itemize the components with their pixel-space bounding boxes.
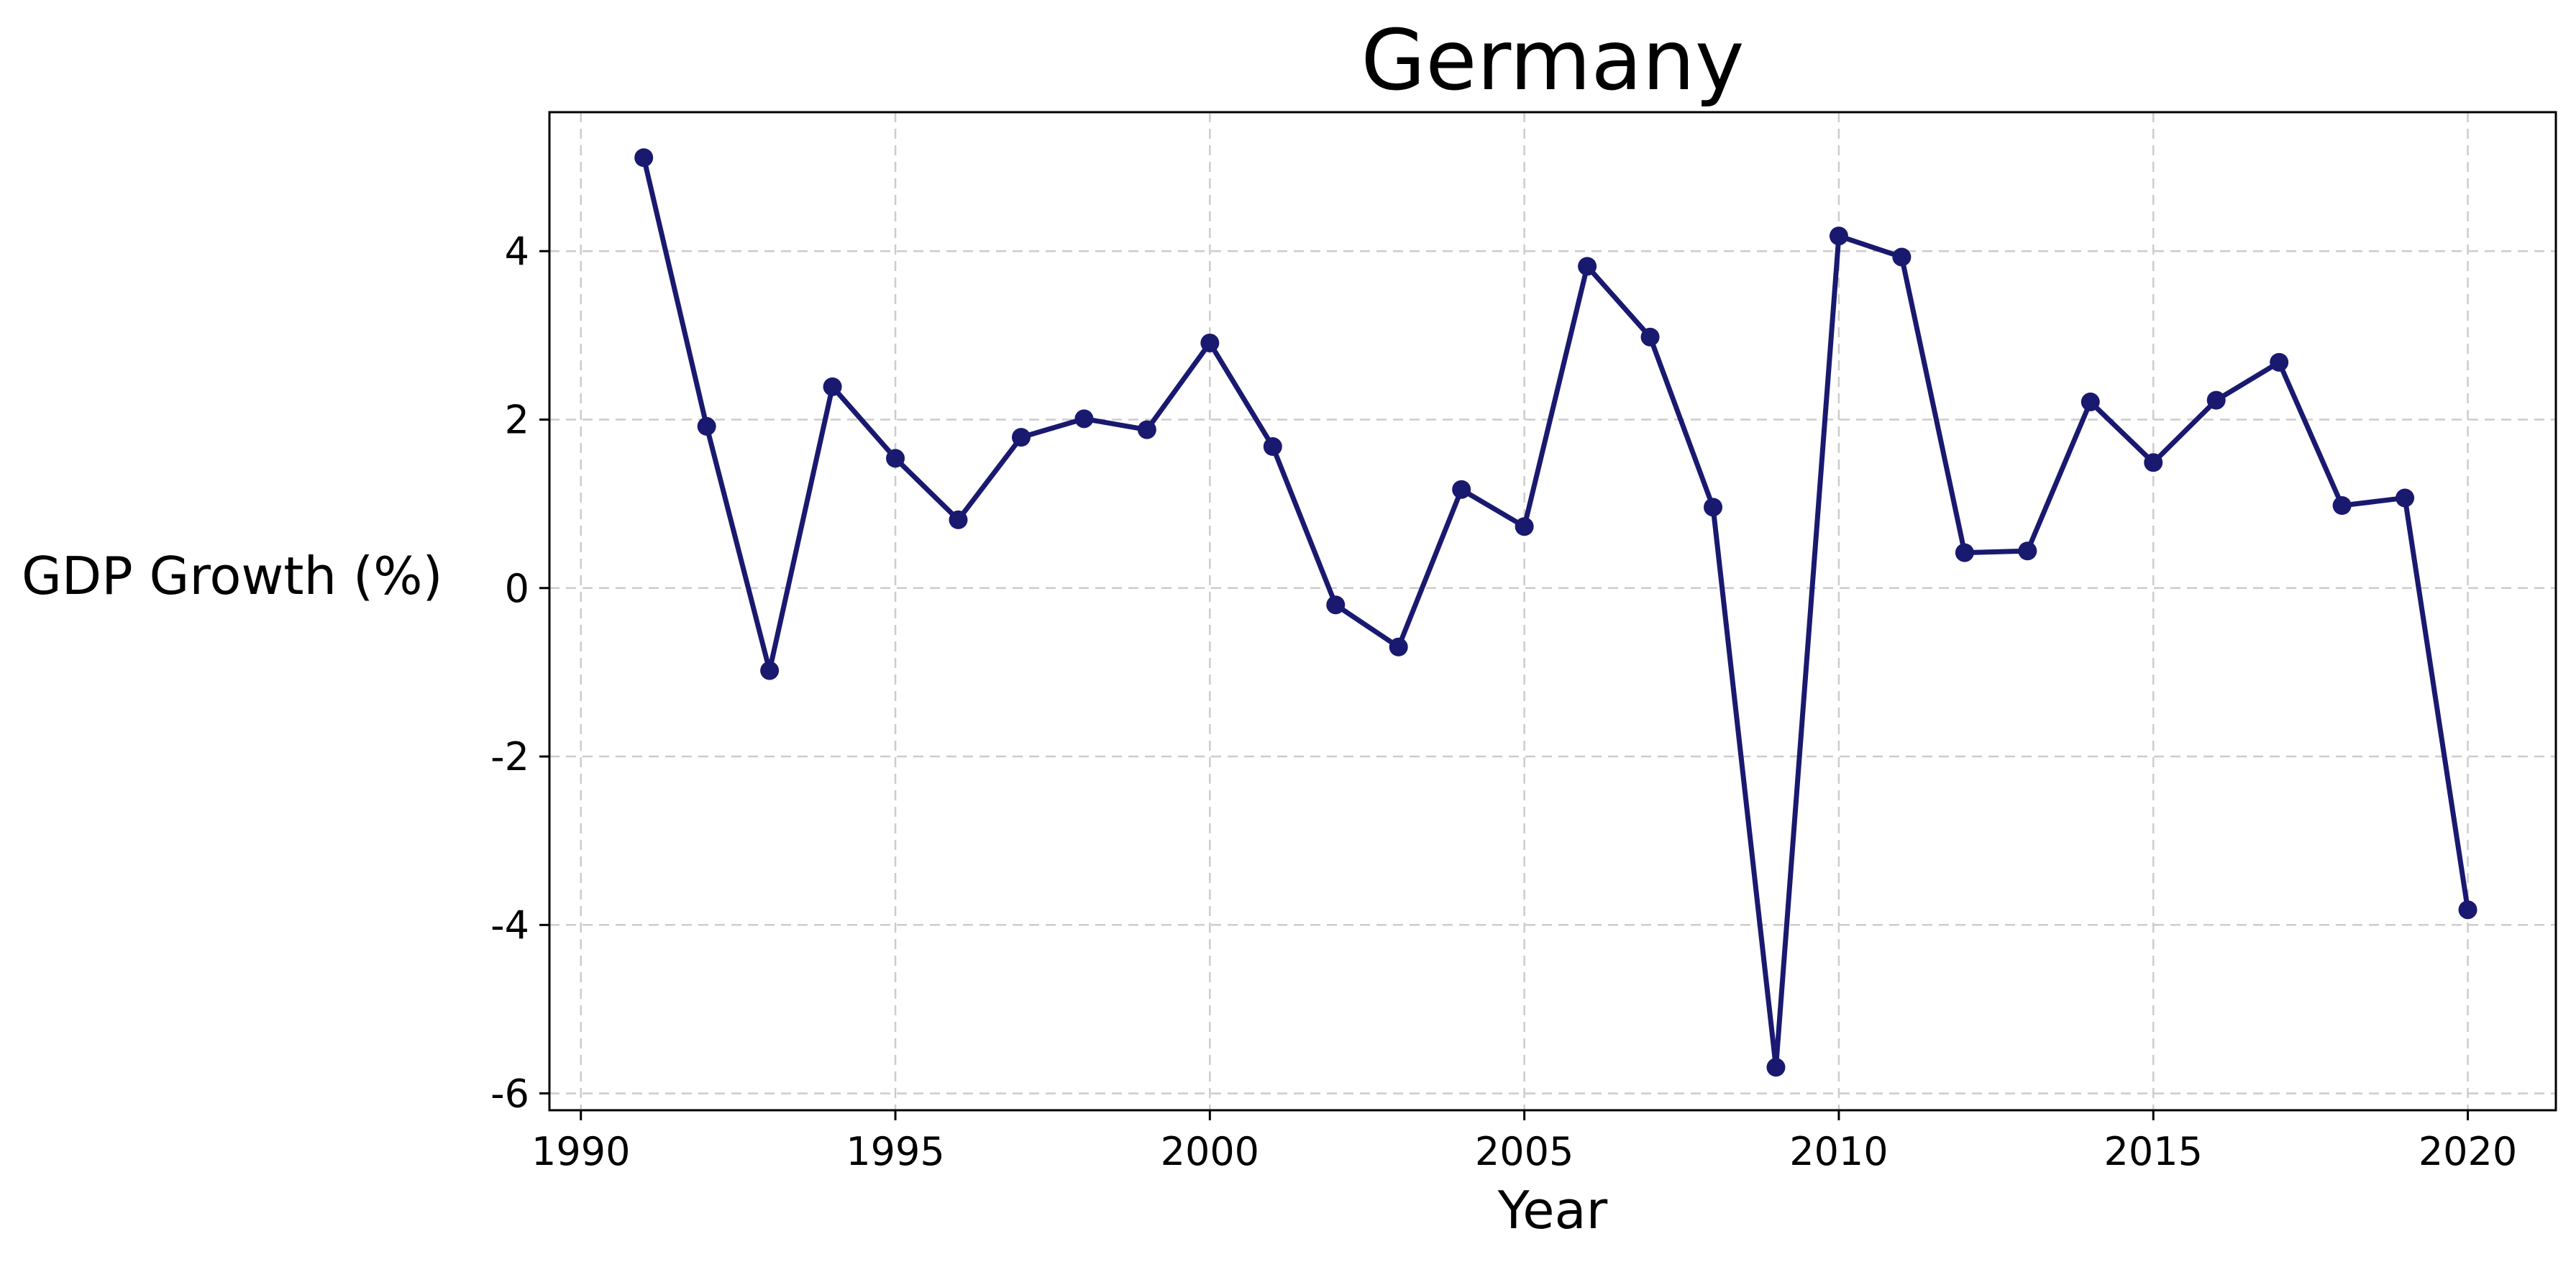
data-point bbox=[1704, 498, 1723, 517]
data-point bbox=[634, 148, 654, 168]
x-axis-label: Year bbox=[1497, 1180, 1608, 1240]
data-point bbox=[1640, 327, 1660, 347]
data-point bbox=[2144, 453, 2163, 472]
y-axis-label: GDP Growth (%) bbox=[22, 546, 443, 606]
data-point bbox=[1263, 437, 1282, 457]
data-point bbox=[760, 661, 780, 680]
x-tick-label: 2015 bbox=[2104, 1129, 2203, 1174]
data-point bbox=[2206, 390, 2226, 410]
grid-lines bbox=[549, 112, 2556, 1110]
data-point bbox=[886, 449, 905, 468]
data-point bbox=[697, 416, 716, 436]
plot-frame bbox=[548, 111, 2557, 1112]
data-point bbox=[949, 510, 968, 529]
x-tick-label: 1995 bbox=[846, 1129, 944, 1174]
y-tick-label: 2 bbox=[505, 398, 529, 443]
y-tick-label: 0 bbox=[505, 566, 529, 611]
series-line-group bbox=[641, 157, 2471, 1070]
data-point bbox=[2081, 392, 2100, 411]
y-tick-label: -2 bbox=[490, 734, 529, 779]
data-point bbox=[1326, 595, 1346, 615]
data-point bbox=[2270, 352, 2289, 372]
x-tick-label: 2010 bbox=[1789, 1129, 1888, 1174]
data-point bbox=[1515, 517, 1534, 536]
data-point bbox=[2018, 541, 2037, 561]
y-tick-label: -6 bbox=[490, 1071, 529, 1117]
data-point bbox=[1389, 637, 1408, 657]
data-point bbox=[1011, 428, 1031, 447]
x-tick-label: 2005 bbox=[1475, 1129, 1574, 1174]
data-point bbox=[2395, 488, 2415, 508]
y-tick-label: 4 bbox=[505, 229, 529, 274]
data-point bbox=[1892, 247, 1912, 267]
data-point bbox=[1137, 420, 1156, 439]
series-line bbox=[641, 157, 2471, 1070]
data-point bbox=[2332, 496, 2352, 516]
x-axis-ticks: 1990 1995 2000 2005 2010 2015 2020 bbox=[531, 1110, 2517, 1174]
data-point bbox=[1578, 257, 1597, 276]
data-point bbox=[1829, 227, 1848, 246]
y-axis-ticks: -6 -4 -2 0 2 4 bbox=[490, 229, 549, 1117]
data-points bbox=[634, 148, 2477, 1077]
data-point bbox=[1766, 1058, 1786, 1077]
data-point bbox=[823, 377, 842, 396]
data-point bbox=[1200, 333, 1220, 352]
x-tick-label: 2000 bbox=[1161, 1129, 1259, 1174]
x-tick-label: 1990 bbox=[531, 1129, 630, 1174]
data-point bbox=[2458, 900, 2477, 920]
y-tick-label: -4 bbox=[490, 902, 529, 948]
data-point bbox=[1955, 543, 1974, 562]
data-point bbox=[1452, 480, 1471, 499]
data-point bbox=[1074, 409, 1094, 429]
chart-title: Germany bbox=[1361, 12, 1744, 109]
x-tick-label: 2020 bbox=[2419, 1129, 2517, 1174]
